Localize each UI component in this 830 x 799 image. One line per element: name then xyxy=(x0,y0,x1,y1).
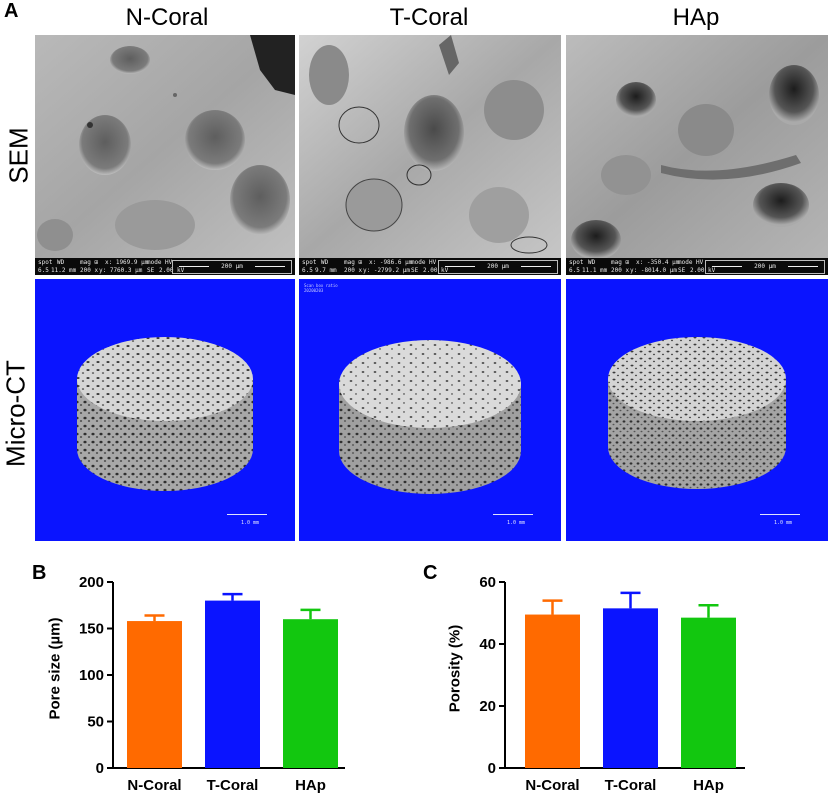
sem-micrograph-n-coral xyxy=(35,35,295,258)
sem-databar-n-coral: spot WD mag ⊞ x: 1969.9 µm mode HV 6.5 1… xyxy=(35,258,295,275)
sem-micrograph-t-coral xyxy=(299,35,561,258)
databar-field: 2.00 kV xyxy=(690,267,716,274)
micro-ct-scalebar xyxy=(493,514,533,515)
databar-field: HV xyxy=(696,259,704,266)
chart-c-category-label: HAp xyxy=(693,777,724,794)
databar-field: WD xyxy=(57,259,65,266)
micro-ct-image-t-coral: Scan box ratio 20200203 1.0 mm xyxy=(299,279,561,541)
chart-c-bar-n-coral xyxy=(525,614,580,768)
databar-field: mode xyxy=(678,259,693,266)
sem-databar-t-coral: spot WD mag ⊞ x: -986.6 µm mode HV 6.5 9… xyxy=(299,258,561,275)
micro-ct-scale-label: 1.0 mm xyxy=(506,520,525,526)
micro-ct-scale-label: 1.0 mm xyxy=(773,520,792,526)
sem-scale-box: 200 µm xyxy=(172,260,292,274)
row-label-sem: SEM xyxy=(3,127,34,184)
chart-c-ytick-label: 60 xyxy=(479,574,496,591)
chart-b-ytick-label: 200 xyxy=(79,574,104,591)
databar-field: mag ⊞ xyxy=(611,259,630,266)
chart-c-ytick-label: 0 xyxy=(488,760,496,777)
column-title-hap: HAp xyxy=(672,4,720,31)
column-title-n-coral: N-Coral xyxy=(125,4,209,31)
databar-field: 200 x xyxy=(80,267,99,274)
databar-field: 6.5 xyxy=(569,267,580,274)
databar-field: HV xyxy=(165,259,173,266)
databar-field: y: -2799.2 µm xyxy=(363,267,410,274)
chart-b-ytick-label: 0 xyxy=(96,760,104,777)
databar-field: SE xyxy=(147,267,155,274)
sem-databar-hap: spot WD mag ⊞ x: -350.4 µm mode HV 6.5 1… xyxy=(566,258,828,275)
chart-b-category-label: T-Coral xyxy=(207,777,259,794)
sem-scale-box: 200 µm xyxy=(705,260,825,274)
databar-field: mode xyxy=(411,259,426,266)
databar-field: HV xyxy=(429,259,437,266)
databar-field: 9.7 mm xyxy=(315,267,337,274)
panel-a-label: A xyxy=(4,0,19,22)
databar-field: 6.5 xyxy=(302,267,313,274)
databar-field: x: 1969.9 µm xyxy=(105,259,149,266)
databar-field: 11.2 mm xyxy=(51,267,77,274)
micro-ct-render-t-coral xyxy=(339,340,521,494)
databar-field: x: -986.6 µm xyxy=(369,259,413,266)
databar-field: 11.1 mm xyxy=(582,267,608,274)
micro-ct-image-n-coral: 1.0 mm xyxy=(35,279,295,541)
databar-field: spot xyxy=(569,259,584,266)
sem-scale-label: 200 µm xyxy=(487,263,509,270)
row-label-micro-ct: Micro-CT xyxy=(0,360,31,467)
micro-ct-scale-label: 1.0 mm xyxy=(240,520,259,526)
sem-scale-box: 200 µm xyxy=(438,260,558,274)
micro-ct-image-hap: 1.0 mm xyxy=(566,279,828,541)
micro-ct-scalebar xyxy=(227,514,267,515)
databar-field: mag ⊞ xyxy=(344,259,363,266)
databar-field: x: -350.4 µm xyxy=(636,259,680,266)
chart-c-ytick-label: 20 xyxy=(479,698,496,715)
databar-field: WD xyxy=(321,259,329,266)
databar-field: mode xyxy=(147,259,162,266)
databar-field: spot xyxy=(38,259,53,266)
chart-c-bar-t-coral xyxy=(603,608,658,768)
chart-b-ytick-label: 50 xyxy=(87,714,104,731)
databar-field: mag ⊞ xyxy=(80,259,99,266)
chart-porosity: 0 20 40 60 N-Coral T-Coral HAp xyxy=(479,574,745,794)
micro-ct-scalebar xyxy=(760,514,800,515)
databar-field: SE xyxy=(678,267,686,274)
databar-field: 2.00 kV xyxy=(159,267,185,274)
chart-b-bar-n-coral xyxy=(127,621,182,768)
sem-image-t-coral: spot WD mag ⊞ x: -986.6 µm mode HV 6.5 9… xyxy=(299,35,561,275)
databar-field: WD xyxy=(588,259,596,266)
column-title-t-coral: T-Coral xyxy=(389,4,469,31)
micro-ct-render-n-coral xyxy=(77,337,253,491)
chart-b-category-label: HAp xyxy=(295,777,326,794)
micro-ct-stamp: Scan box ratio 20200203 xyxy=(304,283,338,293)
sem-image-hap: spot WD mag ⊞ x: -350.4 µm mode HV 6.5 1… xyxy=(566,35,828,275)
databar-field: 6.5 xyxy=(38,267,49,274)
chart-c-ytick-label: 40 xyxy=(479,636,496,653)
micro-ct-render-hap xyxy=(608,337,786,489)
sem-micrograph-hap xyxy=(566,35,828,258)
sem-scale-label: 200 µm xyxy=(221,263,243,270)
chart-c-category-label: N-Coral xyxy=(525,777,579,794)
chart-c-category-label: T-Coral xyxy=(605,777,657,794)
panel-b-label: B xyxy=(32,562,47,584)
chart-pore-size: 0 50 100 150 200 N-Coral T-Coral HAp xyxy=(79,574,345,794)
databar-field: 2.00 kV xyxy=(423,267,449,274)
sem-scale-label: 200 µm xyxy=(754,263,776,270)
databar-field: y: -8014.0 µm xyxy=(630,267,677,274)
databar-field: 200 x xyxy=(344,267,363,274)
chart-c-bar-hap xyxy=(681,617,736,768)
chart-b-bar-hap xyxy=(283,619,338,768)
chart-b-ytick-label: 100 xyxy=(79,667,104,684)
panel-c-label: C xyxy=(423,562,438,584)
databar-field: SE xyxy=(411,267,419,274)
databar-field: 200 x xyxy=(611,267,630,274)
chart-b-bar-t-coral xyxy=(205,600,260,768)
chart-b-ytick-label: 150 xyxy=(79,621,104,638)
chart-b-category-label: N-Coral xyxy=(127,777,181,794)
sem-image-n-coral: spot WD mag ⊞ x: 1969.9 µm mode HV 6.5 1… xyxy=(35,35,295,275)
databar-field: spot xyxy=(302,259,317,266)
databar-field: y: 7760.3 µm xyxy=(99,267,143,274)
